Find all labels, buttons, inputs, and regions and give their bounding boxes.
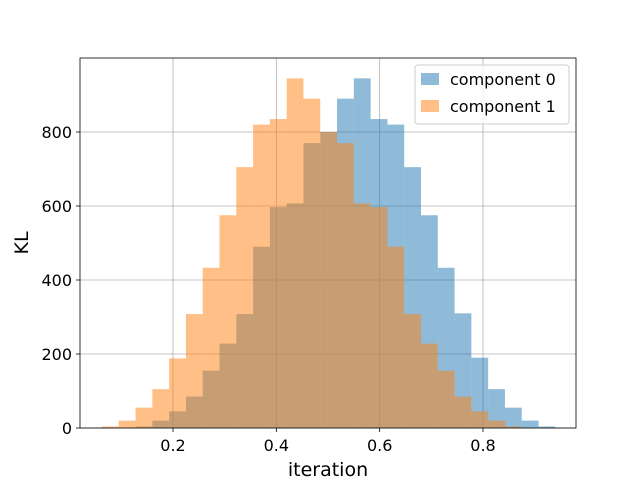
bar-component-1 bbox=[387, 246, 405, 428]
legend: component 0 component 1 bbox=[414, 64, 570, 125]
bar-component-1 bbox=[253, 124, 270, 428]
bar-component-1 bbox=[437, 370, 455, 428]
x-tick-label: 0.2 bbox=[160, 436, 185, 455]
x-tick-label: 0.6 bbox=[367, 436, 392, 455]
bar-component-1 bbox=[185, 314, 203, 428]
x-tick-label: 0.8 bbox=[470, 436, 495, 455]
plot-frame bbox=[79, 57, 577, 429]
histogram-bars bbox=[101, 78, 556, 429]
bar-component-1 bbox=[370, 207, 388, 428]
legend-swatch-component-0 bbox=[421, 73, 439, 85]
legend-swatch-component-1 bbox=[421, 100, 439, 112]
bar-component-1 bbox=[269, 119, 287, 429]
bar-component-1 bbox=[152, 389, 170, 428]
bar-component-1 bbox=[202, 267, 220, 428]
bar-component-1 bbox=[236, 167, 254, 428]
x-axis-label: iteration bbox=[288, 459, 368, 480]
bar-component-0 bbox=[521, 420, 539, 428]
bar-component-0 bbox=[538, 426, 556, 428]
legend-box bbox=[414, 64, 570, 125]
bar-component-1 bbox=[101, 426, 119, 428]
bar-component-1 bbox=[421, 343, 438, 428]
y-tick-label: 0 bbox=[62, 419, 72, 438]
bar-component-1 bbox=[471, 411, 489, 428]
bar-component-1 bbox=[135, 407, 153, 428]
y-tick-label: 200 bbox=[41, 345, 72, 364]
bar-component-1 bbox=[404, 314, 421, 428]
bar-component-0 bbox=[488, 389, 505, 428]
legend-label-component-0: component 0 bbox=[450, 70, 556, 89]
y-tick-label: 600 bbox=[41, 197, 72, 216]
legend-label-component-1: component 1 bbox=[450, 97, 556, 116]
y-tick-label: 400 bbox=[41, 271, 72, 290]
bar-component-1 bbox=[353, 203, 371, 428]
axis-ticks: 0.2 0.4 0.6 0.8 0 200 400 600 800 bbox=[41, 123, 495, 455]
bar-component-0 bbox=[504, 407, 522, 428]
bar-component-1 bbox=[337, 143, 354, 428]
bar-component-1 bbox=[488, 420, 505, 428]
bar-component-1 bbox=[454, 396, 472, 428]
bar-component-1 bbox=[118, 420, 136, 428]
bar-component-1 bbox=[303, 98, 321, 428]
bar-component-1 bbox=[504, 426, 522, 428]
x-tick-label: 0.4 bbox=[264, 436, 289, 455]
y-axis-label: KL bbox=[11, 231, 33, 254]
y-tick-label: 800 bbox=[41, 123, 72, 142]
bar-component-1 bbox=[169, 358, 186, 428]
bar-component-0 bbox=[471, 357, 489, 428]
bar-component-1 bbox=[219, 215, 237, 428]
bar-component-1 bbox=[320, 132, 338, 428]
bar-component-1 bbox=[286, 78, 304, 428]
